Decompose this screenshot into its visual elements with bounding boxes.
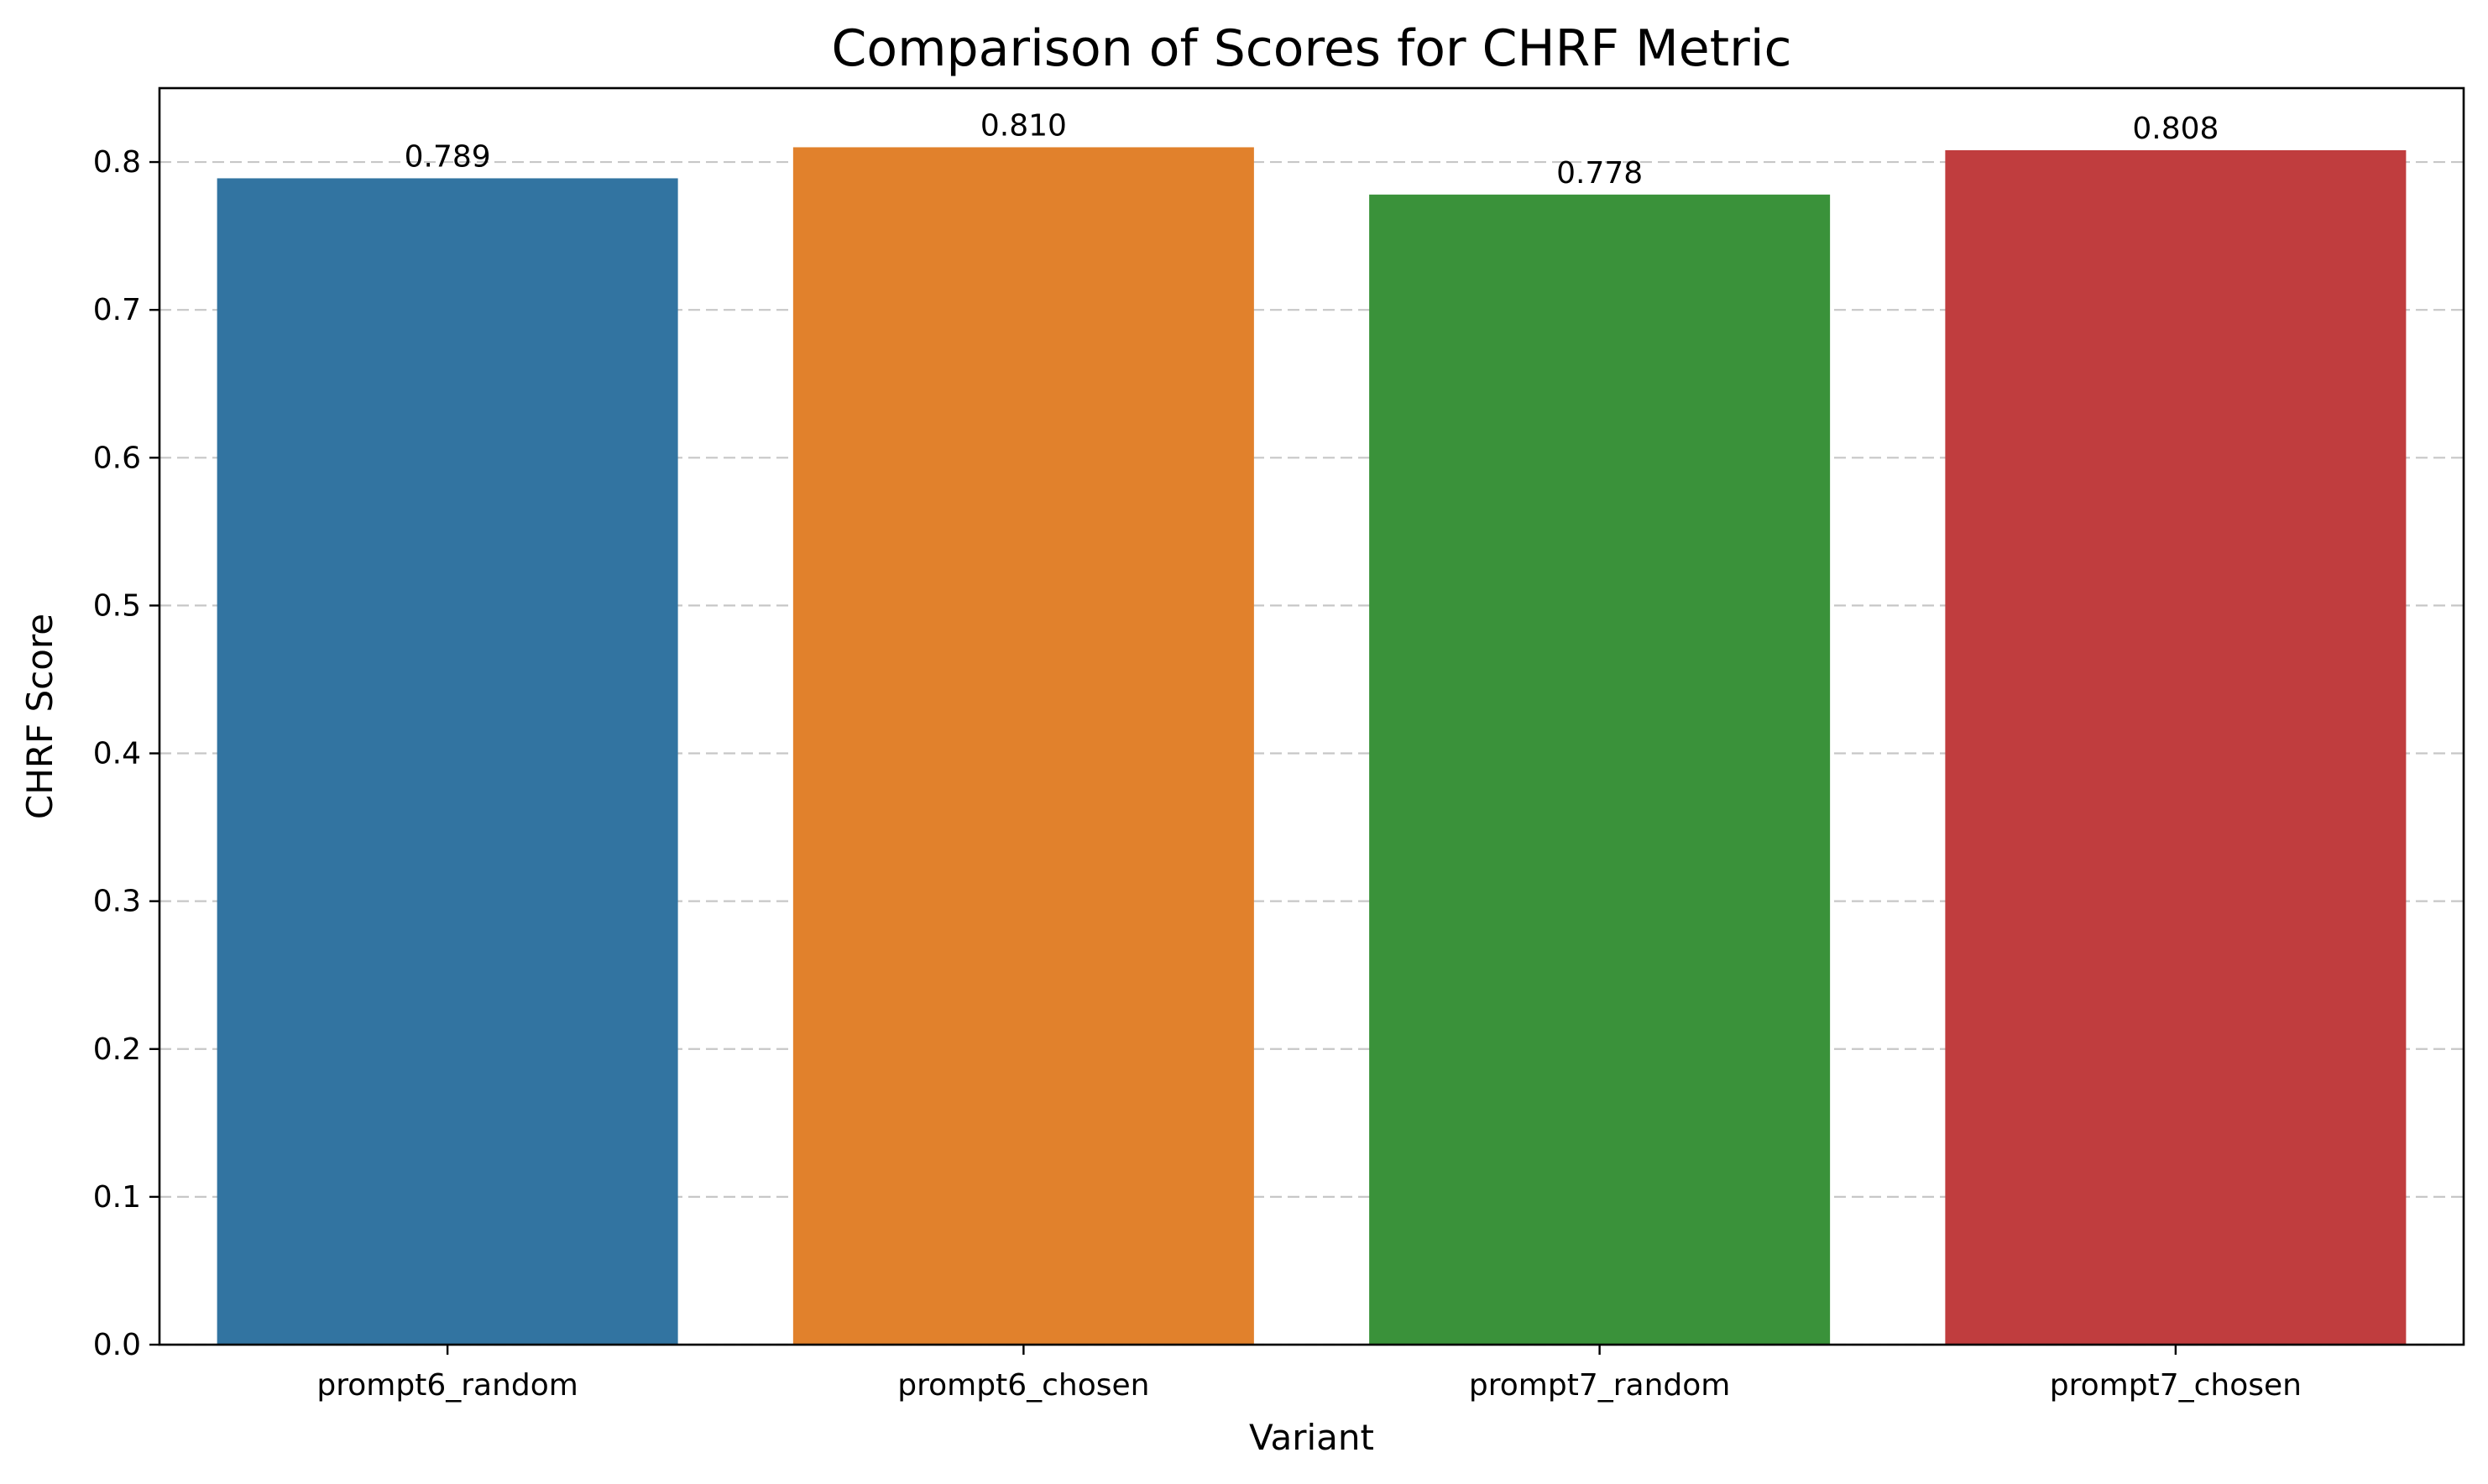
x-tick-label: prompt6_chosen	[897, 1368, 1149, 1403]
bar-prompt7_random	[1369, 194, 1831, 1346]
y-tick-label: 0.3	[93, 885, 141, 919]
x-tick-label: prompt6_random	[316, 1368, 578, 1403]
y-tick-label: 0.0	[93, 1328, 141, 1362]
data-label-prompt7_random: 0.778	[1556, 156, 1643, 191]
y-axis-label: CHRF Score	[19, 614, 60, 819]
bar-prompt6_random	[217, 178, 678, 1345]
y-axis: 0.0 0.1 0.2 0.3 0.4 0.5 0.6 0.7 0.8	[93, 145, 159, 1362]
y-tick-label: 0.6	[93, 441, 141, 475]
x-tick-label: prompt7_chosen	[2050, 1368, 2302, 1403]
y-tick-label: 0.2	[93, 1032, 141, 1067]
data-labels: 0.789 0.810 0.778 0.808	[405, 108, 2219, 190]
x-axis: prompt6_random prompt6_chosen prompt7_rand…	[316, 1345, 2302, 1403]
chart-title: Comparison of Scores for CHRF Metric	[832, 19, 1792, 78]
data-label-prompt6_chosen: 0.810	[980, 108, 1067, 143]
bar-prompt7_chosen	[1945, 149, 2407, 1346]
data-label-prompt6_random: 0.789	[405, 139, 491, 174]
y-tick-label: 0.7	[93, 293, 141, 327]
plot-area-frame	[158, 86, 2465, 1346]
bars	[217, 147, 2407, 1346]
bar-prompt6_chosen	[792, 147, 1254, 1346]
x-tick-label: prompt7_random	[1469, 1368, 1730, 1403]
x-axis-label: Variant	[1249, 1417, 1374, 1458]
y-tick-label: 0.5	[93, 588, 141, 623]
y-tick-label: 0.1	[93, 1180, 141, 1215]
y-tick-label: 0.8	[93, 145, 141, 180]
y-tick-label: 0.4	[93, 737, 141, 771]
data-label-prompt7_chosen: 0.808	[2132, 112, 2219, 146]
